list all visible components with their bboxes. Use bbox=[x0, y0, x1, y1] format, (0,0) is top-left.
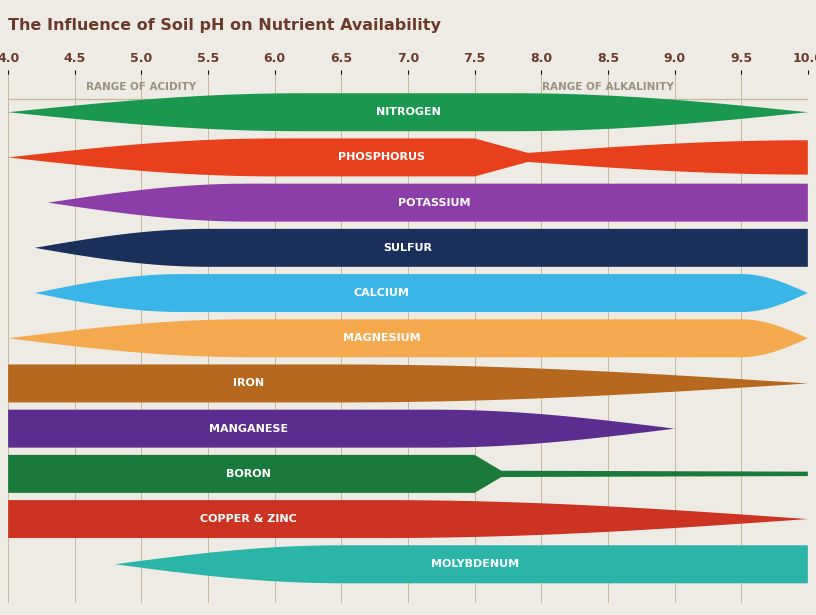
Text: RANGE OF ALKALINITY: RANGE OF ALKALINITY bbox=[542, 82, 674, 92]
Polygon shape bbox=[8, 455, 808, 493]
Polygon shape bbox=[8, 500, 808, 538]
Text: COPPER & ZINC: COPPER & ZINC bbox=[200, 514, 296, 524]
Text: MAGNESIUM: MAGNESIUM bbox=[343, 333, 420, 343]
Polygon shape bbox=[8, 319, 808, 357]
Polygon shape bbox=[8, 138, 808, 177]
Text: PHOSPHORUS: PHOSPHORUS bbox=[338, 153, 425, 162]
Polygon shape bbox=[8, 93, 808, 131]
Polygon shape bbox=[115, 546, 808, 583]
Text: CALCIUM: CALCIUM bbox=[353, 288, 410, 298]
Text: POTASSIUM: POTASSIUM bbox=[398, 197, 471, 208]
Polygon shape bbox=[48, 184, 808, 221]
Polygon shape bbox=[8, 365, 808, 402]
Text: MOLYBDENUM: MOLYBDENUM bbox=[431, 559, 519, 569]
Text: NITROGEN: NITROGEN bbox=[375, 107, 441, 117]
Text: BORON: BORON bbox=[226, 469, 270, 479]
Text: IRON: IRON bbox=[233, 378, 264, 389]
Text: RANGE OF ACIDITY: RANGE OF ACIDITY bbox=[86, 82, 197, 92]
Polygon shape bbox=[8, 410, 675, 448]
Text: The Influence of Soil pH on Nutrient Availability: The Influence of Soil pH on Nutrient Ava… bbox=[8, 18, 441, 33]
Text: MANGANESE: MANGANESE bbox=[209, 424, 287, 434]
Polygon shape bbox=[35, 274, 808, 312]
Text: SULFUR: SULFUR bbox=[384, 243, 432, 253]
Polygon shape bbox=[35, 229, 808, 267]
